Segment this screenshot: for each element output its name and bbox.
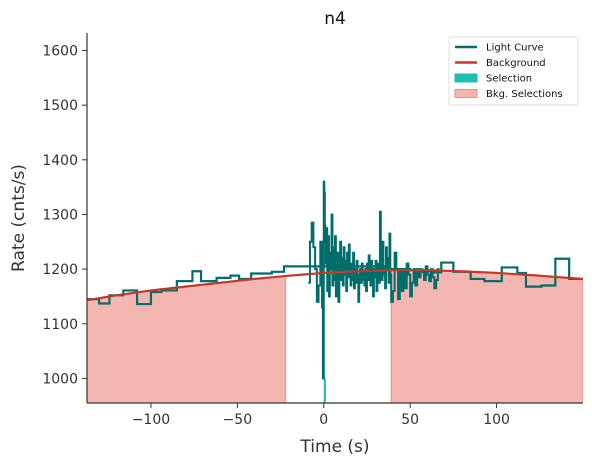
y-tick-label: 1300	[42, 207, 78, 223]
legend-label: Bkg. Selections	[486, 89, 563, 100]
x-tick-label: 100	[483, 412, 510, 428]
x-tick-label: 50	[401, 412, 419, 428]
y-tick-label: 1000	[42, 371, 78, 387]
legend-label: Background	[486, 58, 546, 69]
legend-label: Selection	[486, 74, 532, 85]
x-tick-label: 0	[319, 412, 328, 428]
y-tick-label: 1500	[42, 98, 78, 114]
light-curve-burst	[308, 180, 440, 380]
background-fit-line	[87, 269, 583, 302]
legend-swatch	[454, 73, 478, 83]
legend-label: Light Curve	[486, 43, 544, 54]
y-tick-label: 1600	[42, 43, 78, 59]
x-tick-label: −50	[223, 412, 253, 428]
chart-title: n4	[324, 9, 346, 29]
legend-swatch	[454, 89, 478, 98]
plot-area	[87, 180, 583, 403]
y-tick-label: 1400	[42, 153, 78, 169]
selection-region	[323, 378, 326, 403]
x-tick-label: −100	[132, 412, 170, 428]
legend-box	[448, 36, 579, 106]
legend: Light Curve Background Selection Bkg. Selec…	[448, 36, 579, 106]
y-axis-label: Rate (cnts/s)	[9, 164, 29, 272]
bkg-selection-region-2	[390, 269, 583, 403]
x-axis-label: Time (s)	[299, 437, 369, 457]
y-tick-label: 1100	[42, 317, 78, 333]
y-tick-label: 1200	[42, 262, 78, 278]
